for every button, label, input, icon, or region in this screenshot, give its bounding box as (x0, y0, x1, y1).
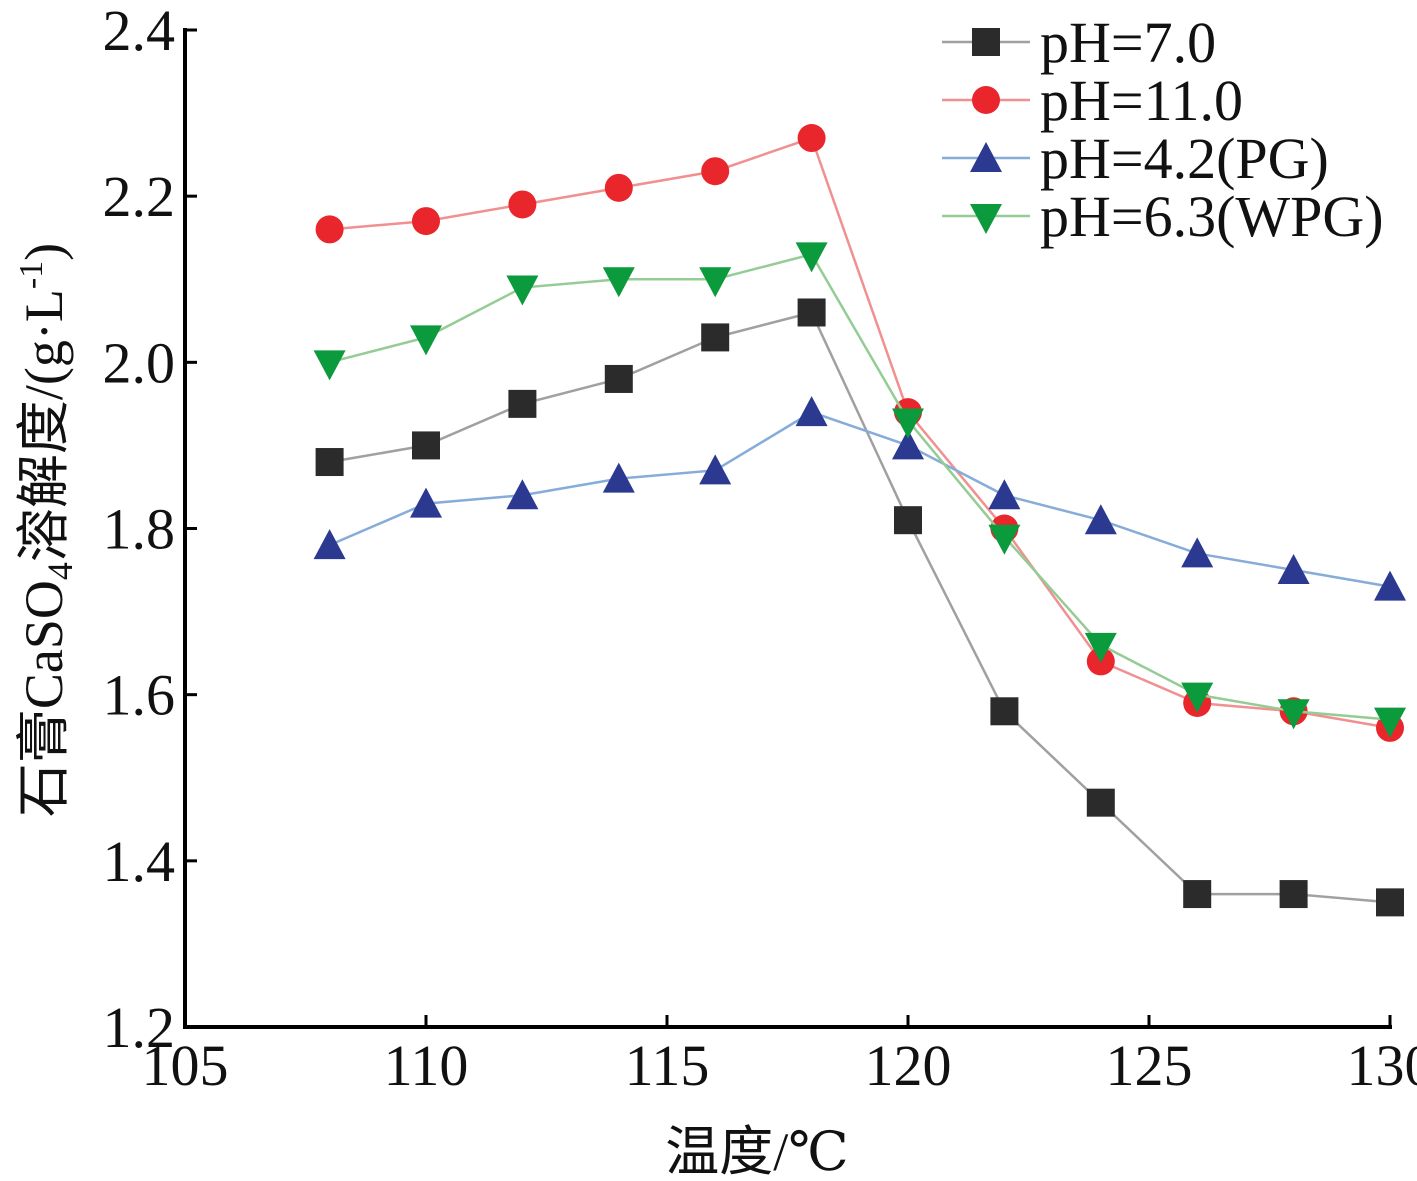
legend-marker (972, 28, 1000, 56)
series-line (329, 136, 1391, 730)
data-point (795, 242, 828, 273)
data-point (506, 479, 539, 510)
data-point (412, 431, 440, 460)
data-point (1277, 699, 1310, 730)
data-point (699, 267, 732, 298)
legend-label: pH=4.2(PG) (1040, 126, 1329, 191)
y-tick-label: 1.8 (103, 497, 176, 562)
y-tick-label: 1.2 (103, 995, 176, 1060)
x-tick-label: 105 (142, 1033, 229, 1098)
data-point (410, 487, 442, 518)
data-point (1084, 632, 1117, 663)
series-3 (313, 242, 1406, 738)
x-tick-label: 110 (384, 1033, 469, 1098)
data-point (1376, 888, 1404, 917)
y-tick-label: 2.2 (103, 164, 176, 229)
series-line (329, 252, 1391, 721)
series-2 (313, 396, 1406, 601)
data-point (795, 396, 828, 427)
series-group (313, 124, 1406, 917)
data-point (797, 298, 826, 327)
data-point (604, 173, 633, 202)
series-line (329, 410, 1391, 588)
data-point (699, 454, 732, 485)
data-point (602, 267, 635, 298)
data-point (313, 529, 346, 560)
legend-marker (970, 204, 1002, 234)
data-point (506, 275, 539, 306)
data-point (892, 408, 924, 439)
data-point (988, 479, 1021, 510)
x-axis-label: 温度/℃ (665, 1122, 848, 1181)
legend: pH=7.0pH=11.0pH=4.2(PG)pH=6.3(WPG) (942, 10, 1384, 249)
legend-label: pH=6.3(WPG) (1040, 184, 1384, 249)
data-point (894, 506, 922, 535)
legend-label: pH=11.0 (1040, 68, 1243, 133)
data-point (1086, 788, 1115, 817)
data-point (892, 429, 924, 460)
data-point (701, 157, 730, 186)
legend-item: pH=4.2(PG) (942, 126, 1329, 191)
data-point (508, 389, 537, 418)
y-tick-label: 2.0 (103, 330, 176, 395)
legend-label: pH=7.0 (1040, 10, 1216, 75)
data-point (508, 190, 537, 219)
data-point (602, 462, 635, 493)
data-point (1181, 537, 1214, 568)
data-point (1277, 554, 1310, 585)
x-tick-label: 125 (1106, 1033, 1193, 1098)
data-point (604, 364, 633, 393)
data-point (797, 124, 826, 153)
data-point (412, 207, 440, 236)
x-tick-label: 120 (865, 1033, 952, 1098)
data-point (313, 350, 346, 381)
series-0 (315, 298, 1404, 917)
data-point (1183, 880, 1212, 909)
y-axis-label: 石膏CaSO4溶解度/(g·L-1) (13, 243, 80, 817)
y-tick-label: 1.4 (103, 829, 176, 894)
data-point (701, 323, 730, 352)
x-tick-label: 130 (1347, 1033, 1417, 1098)
legend-marker (970, 142, 1002, 172)
data-point (1181, 682, 1214, 713)
legend-item: pH=6.3(WPG) (942, 184, 1384, 249)
data-point (410, 325, 442, 356)
data-point (315, 448, 344, 477)
data-point (1084, 504, 1117, 535)
data-point (315, 215, 344, 244)
axes: 105 110 115 120 125 130 1.2 1.4 1.6 1.8 2.0 2.2 2.4 (103, 0, 1417, 1098)
y-tick-label: 1.6 (103, 663, 176, 728)
legend-marker (972, 86, 1000, 114)
data-point (1279, 880, 1308, 909)
data-point (988, 524, 1021, 555)
data-point (1374, 707, 1406, 738)
legend-item: pH=7.0 (942, 10, 1216, 75)
data-point (1374, 570, 1406, 601)
series-line (329, 311, 1391, 904)
y-tick-label: 2.4 (103, 0, 176, 63)
x-tick-label: 115 (625, 1033, 710, 1098)
legend-item: pH=11.0 (942, 68, 1243, 133)
data-point (990, 697, 1019, 726)
